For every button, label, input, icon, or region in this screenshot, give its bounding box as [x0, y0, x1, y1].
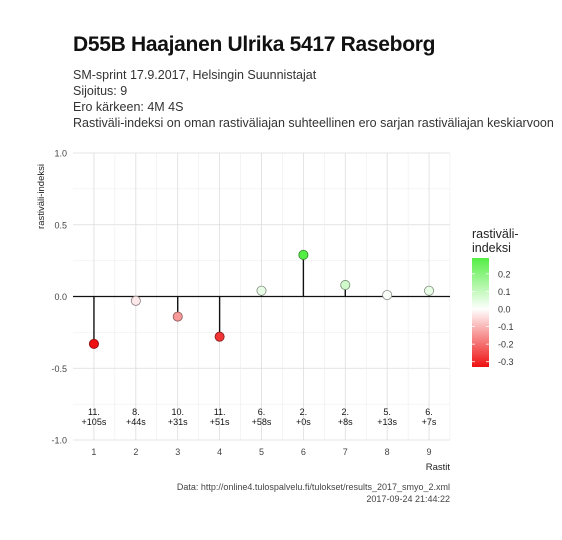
x-tick-label: 9 — [427, 447, 432, 457]
subtitle-description: Rastiväli-indeksi on oman rastiväliajan … — [73, 116, 554, 130]
x-tick-label: 5 — [259, 447, 264, 457]
point-6 — [298, 249, 309, 260]
legend-tick-label: 0.1 — [498, 287, 511, 297]
legend-colorbar — [472, 258, 489, 367]
y-tick-label: -1.0 — [51, 436, 67, 446]
point-3 — [172, 311, 183, 322]
x-tick-label: 1 — [91, 447, 96, 457]
legend-tick-label: -0.1 — [498, 322, 514, 332]
time-label-8: +13s — [377, 417, 397, 427]
time-label-5: +58s — [252, 417, 272, 427]
legend-tick-label: 0.2 — [498, 269, 511, 279]
y-tick-label: 0.0 — [54, 292, 67, 302]
time-label-1: +105s — [82, 417, 107, 427]
rank-label-6: 2. — [300, 407, 308, 417]
legend-tick-label: -0.3 — [498, 357, 514, 367]
rank-label-3: 10. — [171, 407, 184, 417]
chart-title: D55B Haajanen Ulrika 5417 Raseborg — [73, 33, 436, 56]
caption-timestamp: 2017-09-24 21:44:22 — [366, 494, 450, 504]
point-8 — [382, 290, 393, 301]
point-4 — [214, 331, 225, 342]
rank-label-1: 11. — [88, 407, 100, 417]
y-tick-label: 0.5 — [54, 220, 67, 230]
point-7 — [340, 280, 351, 291]
subtitle-gap: Ero kärkeen: 4M 4S — [73, 100, 184, 114]
time-label-9: +7s — [422, 417, 437, 427]
x-tick-label: 4 — [217, 447, 222, 457]
time-label-2: +44s — [126, 417, 146, 427]
subtitle-rank: Sijoitus: 9 — [73, 84, 128, 98]
time-label-7: +8s — [338, 417, 353, 427]
legend-title-line-1: rastiväli- — [472, 227, 519, 241]
legend-title-line-2: indeksi — [472, 241, 511, 255]
rank-label-2: 8. — [132, 407, 140, 417]
subtitle-event: SM-sprint 17.9.2017, Helsingin Suunnista… — [73, 68, 317, 82]
point-5 — [256, 285, 267, 296]
rank-label-8: 5. — [383, 407, 391, 417]
time-label-3: +31s — [168, 417, 188, 427]
point-9 — [424, 285, 435, 296]
point-1 — [88, 338, 99, 349]
x-tick-label: 2 — [133, 447, 138, 457]
caption-source: Data: http://online4.tulospalvelu.fi/tul… — [176, 482, 450, 492]
y-axis-title: rastiväli-indeksi — [36, 164, 47, 229]
rank-label-9: 6. — [425, 407, 433, 417]
x-axis-title: Rastit — [426, 462, 451, 473]
x-tick-label: 8 — [385, 447, 390, 457]
legend-tick-label: -0.2 — [498, 340, 514, 350]
time-label-6: +0s — [296, 417, 311, 427]
time-label-4: +51s — [210, 417, 230, 427]
y-tick-label: 1.0 — [54, 149, 67, 159]
x-tick-label: 6 — [301, 447, 306, 457]
rank-label-4: 11. — [214, 407, 226, 417]
point-2 — [130, 295, 141, 306]
y-tick-label: -0.5 — [51, 364, 67, 374]
rank-label-7: 2. — [342, 407, 350, 417]
legend-tick-label: 0.0 — [498, 304, 511, 314]
x-tick-label: 3 — [175, 447, 180, 457]
rank-label-5: 6. — [258, 407, 266, 417]
x-tick-label: 7 — [343, 447, 348, 457]
